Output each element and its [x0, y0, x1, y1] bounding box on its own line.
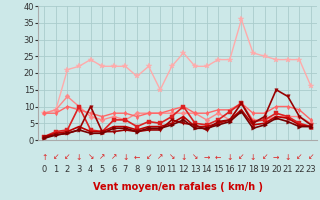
Text: 16: 16	[225, 165, 235, 174]
Text: ↘: ↘	[169, 152, 175, 162]
Text: 19: 19	[259, 165, 270, 174]
Text: 10: 10	[155, 165, 165, 174]
Text: 6: 6	[111, 165, 116, 174]
Text: 11: 11	[166, 165, 177, 174]
Text: 2: 2	[65, 165, 70, 174]
Text: 23: 23	[306, 165, 316, 174]
Text: ↙: ↙	[52, 152, 59, 162]
Text: 0: 0	[42, 165, 47, 174]
Text: ↑: ↑	[41, 152, 47, 162]
Text: 14: 14	[201, 165, 212, 174]
Text: ↓: ↓	[227, 152, 233, 162]
Text: ↙: ↙	[261, 152, 268, 162]
Text: 9: 9	[146, 165, 151, 174]
Text: 1: 1	[53, 165, 59, 174]
Text: →: →	[204, 152, 210, 162]
Text: Vent moyen/en rafales ( km/h ): Vent moyen/en rafales ( km/h )	[92, 182, 263, 192]
Text: ←: ←	[134, 152, 140, 162]
Text: ↙: ↙	[238, 152, 244, 162]
Text: 15: 15	[213, 165, 223, 174]
Text: 12: 12	[178, 165, 189, 174]
Text: ↘: ↘	[192, 152, 198, 162]
Text: 3: 3	[76, 165, 82, 174]
Text: ↙: ↙	[64, 152, 71, 162]
Text: 20: 20	[271, 165, 282, 174]
Text: ↙: ↙	[145, 152, 152, 162]
Text: 5: 5	[100, 165, 105, 174]
Text: →: →	[273, 152, 279, 162]
Text: 8: 8	[134, 165, 140, 174]
Text: 21: 21	[283, 165, 293, 174]
Text: ↙: ↙	[296, 152, 303, 162]
Text: ↗: ↗	[99, 152, 105, 162]
Text: ↙: ↙	[308, 152, 314, 162]
Text: ↓: ↓	[122, 152, 129, 162]
Text: ↗: ↗	[157, 152, 164, 162]
Text: ↘: ↘	[87, 152, 94, 162]
Text: 18: 18	[248, 165, 258, 174]
Text: 7: 7	[123, 165, 128, 174]
Text: ↓: ↓	[284, 152, 291, 162]
Text: 4: 4	[88, 165, 93, 174]
Text: 22: 22	[294, 165, 305, 174]
Text: ↓: ↓	[76, 152, 82, 162]
Text: 17: 17	[236, 165, 247, 174]
Text: ↗: ↗	[111, 152, 117, 162]
Text: ↓: ↓	[250, 152, 256, 162]
Text: ↓: ↓	[180, 152, 187, 162]
Text: 13: 13	[190, 165, 200, 174]
Text: ←: ←	[215, 152, 221, 162]
